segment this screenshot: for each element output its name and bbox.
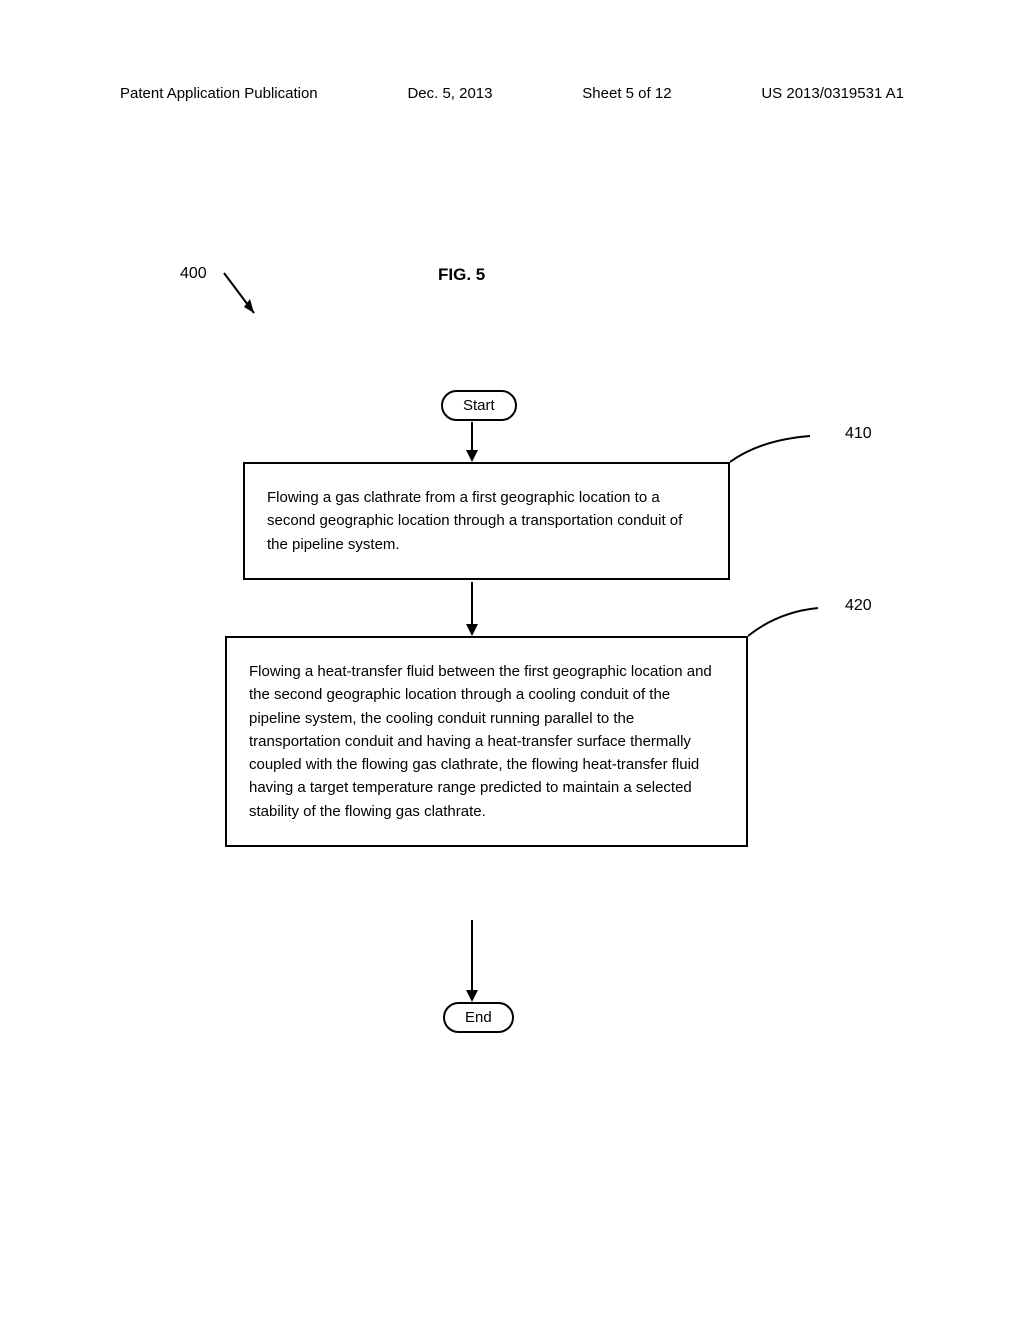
ref-400-arrow bbox=[220, 267, 280, 337]
arrow-420-to-end bbox=[471, 920, 473, 992]
step-420-text: Flowing a heat-transfer fluid between th… bbox=[249, 663, 712, 820]
start-terminal: Start bbox=[441, 390, 517, 421]
start-label: Start bbox=[463, 397, 495, 414]
ref-410-leader bbox=[730, 430, 840, 470]
process-step-420: Flowing a heat-transfer fluid between th… bbox=[225, 636, 748, 847]
header-left: Patent Application Publication bbox=[120, 85, 318, 102]
process-step-410: Flowing a gas clathrate from a first geo… bbox=[243, 462, 730, 580]
header-sheet: Sheet 5 of 12 bbox=[582, 85, 671, 102]
ref-420-label: 420 bbox=[845, 597, 872, 615]
ref-420-leader bbox=[748, 602, 848, 642]
header-pubnum: US 2013/0319531 A1 bbox=[761, 85, 904, 102]
arrowhead-420-to-end bbox=[466, 990, 478, 1002]
ref-400-label: 400 bbox=[180, 265, 207, 283]
arrow-410-to-420 bbox=[471, 582, 473, 626]
figure-label: FIG. 5 bbox=[438, 265, 485, 285]
ref-410-label: 410 bbox=[845, 425, 872, 443]
end-label: End bbox=[465, 1009, 492, 1026]
arrowhead-start-to-410 bbox=[466, 450, 478, 462]
arrow-start-to-410 bbox=[471, 422, 473, 452]
header-date: Dec. 5, 2013 bbox=[407, 85, 492, 102]
end-terminal: End bbox=[443, 1002, 514, 1033]
step-410-text: Flowing a gas clathrate from a first geo… bbox=[267, 489, 682, 553]
arrowhead-410-to-420 bbox=[466, 624, 478, 636]
patent-header: Patent Application Publication Dec. 5, 2… bbox=[0, 85, 1024, 102]
